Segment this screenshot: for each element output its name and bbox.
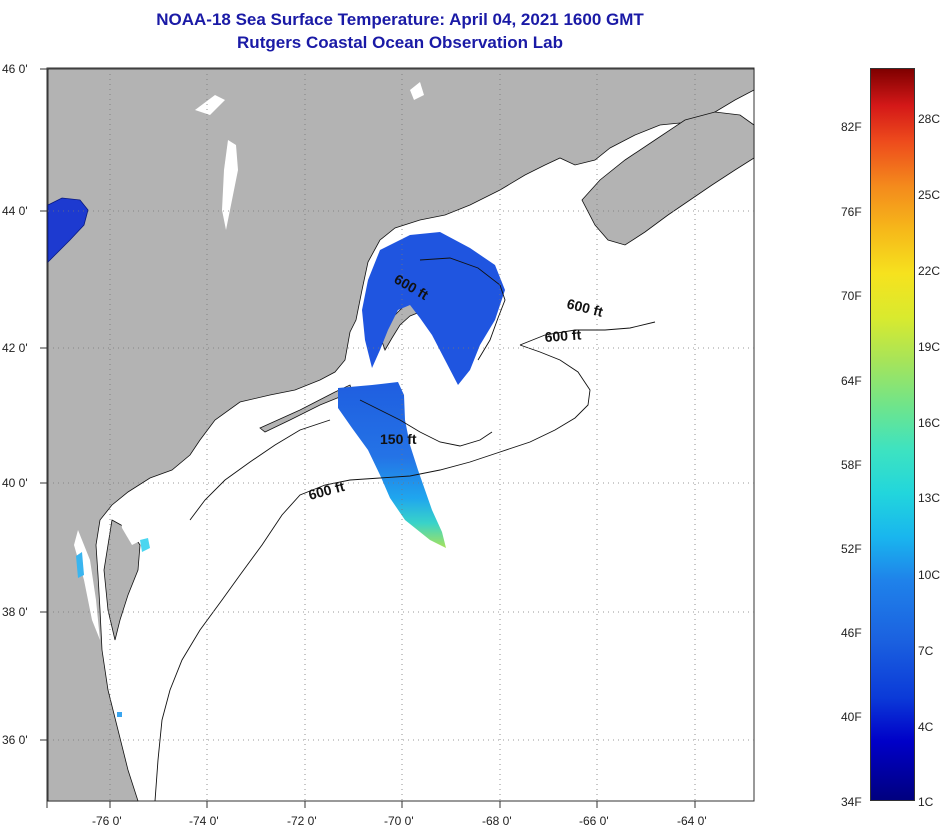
lake-champlain (222, 140, 238, 230)
lat-label-40: 40 0' (2, 476, 28, 490)
lon-label-64: -64 0' (677, 814, 707, 828)
lon-label-70: -70 0' (384, 814, 414, 828)
colorbar-c-22: 22C (918, 264, 941, 278)
lon-label-68: -68 0' (482, 814, 512, 828)
contour-600-outer (154, 344, 591, 802)
sst-gulf-of-maine (362, 232, 505, 385)
lon-label-72: -72 0' (287, 814, 317, 828)
sst-chesapeake (76, 552, 84, 578)
lon-label-66: -66 0' (579, 814, 609, 828)
contour-label-3: 600 ft (544, 326, 582, 345)
colorbar-c-10: 10C (918, 568, 941, 582)
colorbar-f-76: 76F (841, 205, 862, 219)
contour-shelf-inner (189, 419, 331, 521)
lake-white-1 (195, 95, 225, 115)
colorbar-f-40: 40F (841, 710, 862, 724)
colorbar-f-70: 70F (841, 289, 862, 303)
colorbar-c-13: 13C (918, 491, 941, 505)
colorbar-f-52: 52F (841, 542, 862, 556)
colorbar-c-1: 1C (918, 795, 934, 809)
colorbar-c-16: 16C (918, 416, 941, 430)
map-subtitle: Rutgers Coastal Ocean Observation Lab (237, 33, 563, 52)
lat-label-44: 44 0' (2, 204, 28, 218)
sst-delaware-bay (140, 538, 150, 552)
lat-label-46: 46 0' (2, 62, 28, 76)
lon-label-76: -76 0' (92, 814, 122, 828)
lake-ontario (47, 197, 89, 263)
land-cape-cod (377, 299, 421, 351)
lat-label-36: 36 0' (2, 733, 28, 747)
temperature-colorbar (870, 68, 915, 801)
lat-label-42: 42 0' (2, 341, 28, 355)
lat-label-38: 38 0' (2, 605, 28, 619)
colorbar-c-28: 28C (918, 112, 941, 126)
axis-ticks (40, 68, 696, 808)
contour-150 (359, 399, 493, 447)
contour-600-gom (419, 257, 506, 361)
colorbar-f-58: 58F (841, 458, 862, 472)
land-nova-scotia (581, 111, 755, 246)
land-mainland (47, 68, 755, 802)
bay-delaware (120, 510, 142, 545)
colorbar-c-7: 7C (918, 644, 934, 658)
lake-white-2 (410, 82, 424, 100)
sst-shelf-plume (338, 382, 446, 548)
contour-600-north (519, 321, 656, 346)
map-title: NOAA-18 Sea Surface Temperature: April 0… (156, 10, 644, 29)
graticule (48, 69, 754, 801)
colorbar-c-4: 4C (918, 720, 934, 734)
colorbar-c-19: 19C (918, 340, 941, 354)
colorbar-f-64: 64F (841, 374, 862, 388)
lon-label-74: -74 0' (189, 814, 219, 828)
colorbar-f-82: 82F (841, 120, 862, 134)
bathymetry-contours (154, 257, 656, 802)
contour-label-4: 150 ft (380, 431, 417, 447)
colorbar-f-34: 34F (841, 795, 862, 809)
sst-spot (117, 712, 122, 717)
colorbar-c-25: 25C (918, 188, 941, 202)
colorbar-f-46: 46F (841, 626, 862, 640)
